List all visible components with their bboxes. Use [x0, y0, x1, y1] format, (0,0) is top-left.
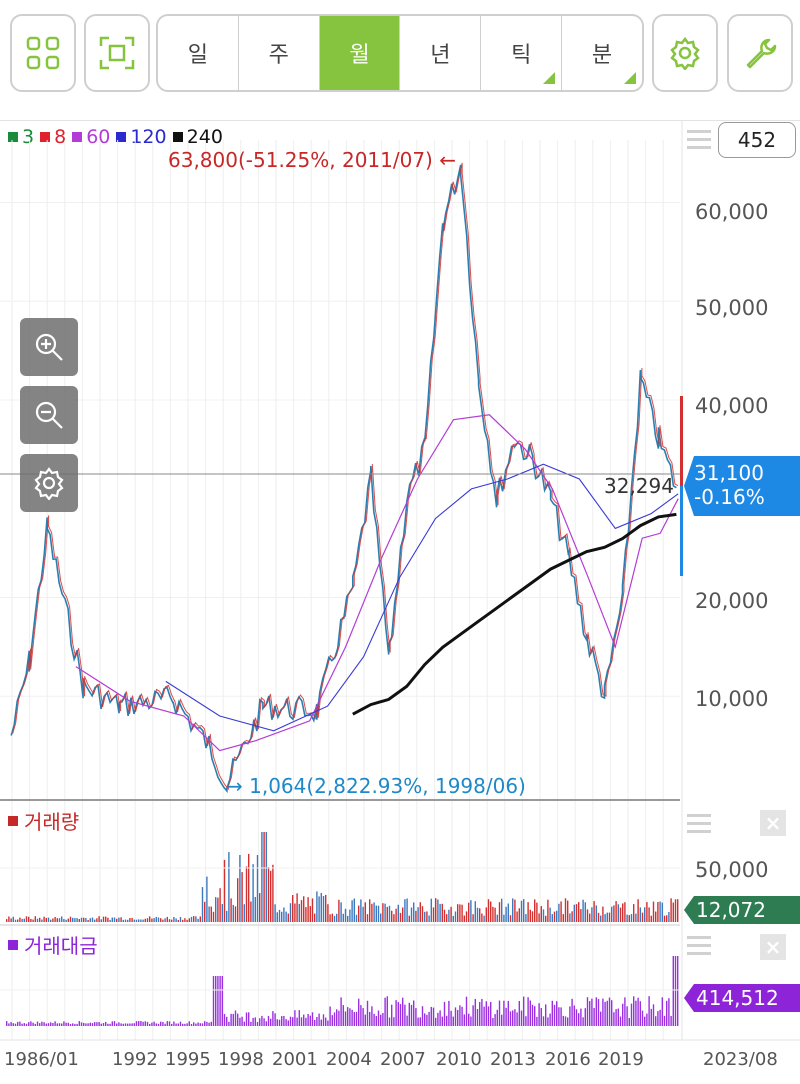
period-tab-label: 년: [430, 43, 451, 68]
zoom-out-icon: [35, 401, 63, 429]
legend-item: 8: [40, 126, 66, 148]
volume-current-tag: 12,072: [684, 896, 800, 924]
tools-button[interactable]: [727, 14, 793, 92]
settings-gear-icon: [670, 36, 700, 70]
legend-label: 8: [54, 126, 67, 148]
y-tick-50000: 50,000: [695, 296, 769, 320]
period-tab-label: 틱: [511, 43, 532, 68]
legend-item: 240: [172, 126, 223, 148]
period-tab-label: 분: [591, 43, 613, 68]
legend-swatch: [72, 132, 83, 142]
legend-swatch: [116, 132, 127, 142]
legend-item: 120: [116, 126, 167, 148]
period-tab-3[interactable]: 년: [400, 16, 482, 90]
legend-label: 60: [86, 126, 111, 148]
chart-settings-button[interactable]: [20, 454, 78, 512]
current-price-tag: 31,100 -0.16%: [684, 456, 800, 516]
period-tab-label: 일: [187, 43, 209, 68]
price-pane-menu-icon[interactable]: [687, 130, 711, 154]
amount-current-tag: 414,512: [684, 984, 800, 1012]
grid-layout-icon: [26, 36, 60, 70]
legend-label: 3: [22, 126, 35, 148]
amount-title-text: 거래대금: [24, 934, 98, 958]
candle-count-field[interactable]: 452: [718, 122, 796, 158]
wrench-icon: [746, 38, 777, 69]
volume-title-text: 거래량: [24, 810, 80, 834]
price-change: -0.16%: [694, 485, 765, 509]
fullscreen-icon: [99, 36, 135, 70]
y-tick-60000: 60,000: [695, 200, 769, 224]
legend-swatch: [8, 132, 18, 142]
period-tab-2[interactable]: 월: [319, 16, 401, 90]
amount-legend-swatch: [8, 939, 18, 950]
amount-pane-menu-icon[interactable]: [687, 936, 711, 960]
y-tick-40000: 40,000: [695, 394, 769, 418]
x-tick-label: 2001: [272, 1049, 318, 1070]
legend-item: 60: [72, 126, 110, 148]
period-tab-4[interactable]: 틱: [481, 16, 563, 90]
amount-pane-close-icon[interactable]: ×: [760, 934, 786, 960]
legend-swatch: [40, 132, 51, 142]
low-annotation-text: 1,064(2,822.93%, 1998/06): [249, 774, 526, 798]
zoom-in-button[interactable]: [20, 318, 78, 376]
y-tick-20000: 20,000: [695, 589, 769, 613]
amount-pane-title: 거래대금: [8, 930, 98, 959]
x-tick-label: 2016: [545, 1049, 591, 1070]
legend-item: 3: [8, 126, 34, 148]
period-tab-1[interactable]: 주: [239, 16, 320, 90]
x-tick-label: 2019: [598, 1049, 644, 1070]
current-price: 31,100: [694, 461, 764, 485]
x-tick-label: 1992: [112, 1049, 158, 1070]
y-tick-10000: 10,000: [695, 687, 769, 711]
chart-area[interactable]: [0, 120, 800, 1080]
chart-settings-icon: [34, 467, 64, 500]
fullscreen-button[interactable]: [84, 14, 150, 92]
grid-layout-button[interactable]: [10, 14, 76, 92]
ma-value-label: 32,294: [604, 474, 674, 498]
legend-label: 240: [186, 126, 223, 148]
volume-pane-menu-icon[interactable]: [687, 814, 711, 838]
period-tab-0[interactable]: 일: [158, 16, 239, 90]
x-tick-label: 1986/01: [4, 1049, 79, 1070]
x-tick-label: 2023/08: [703, 1049, 778, 1070]
low-annotation: → 1,064(2,822.93%, 1998/06): [226, 774, 526, 798]
volume-axis-label: 50,000: [695, 858, 769, 882]
ma-legend: 3 8 60 120 240: [8, 126, 223, 148]
high-annotation: 63,800(-51.25%, 2011/07) ←: [168, 148, 456, 172]
dropdown-corner-icon: [543, 72, 556, 84]
zoom-out-button[interactable]: [20, 386, 78, 444]
period-tab-label: 월: [349, 43, 370, 68]
x-tick-label: 1998: [218, 1049, 264, 1070]
x-tick-label: 2007: [380, 1049, 426, 1070]
x-tick-label: 2010: [436, 1049, 482, 1070]
x-tick-label: 2013: [490, 1049, 536, 1070]
zoom-in-icon: [35, 333, 63, 361]
x-tick-label: 2004: [326, 1049, 372, 1070]
period-tab-label: 주: [268, 43, 289, 68]
legend-label: 120: [130, 126, 167, 148]
settings-button[interactable]: [652, 14, 718, 92]
period-tab-5[interactable]: 분: [562, 16, 642, 90]
dropdown-corner-icon: [623, 72, 636, 84]
high-annotation-text: 63,800(-51.25%, 2011/07): [168, 148, 433, 172]
x-tick-label: 1995: [165, 1049, 211, 1070]
volume-pane-title: 거래량: [8, 806, 79, 835]
volume-pane-close-icon[interactable]: ×: [760, 810, 786, 836]
volume-legend-swatch: [8, 815, 18, 826]
legend-swatch: [172, 132, 183, 142]
